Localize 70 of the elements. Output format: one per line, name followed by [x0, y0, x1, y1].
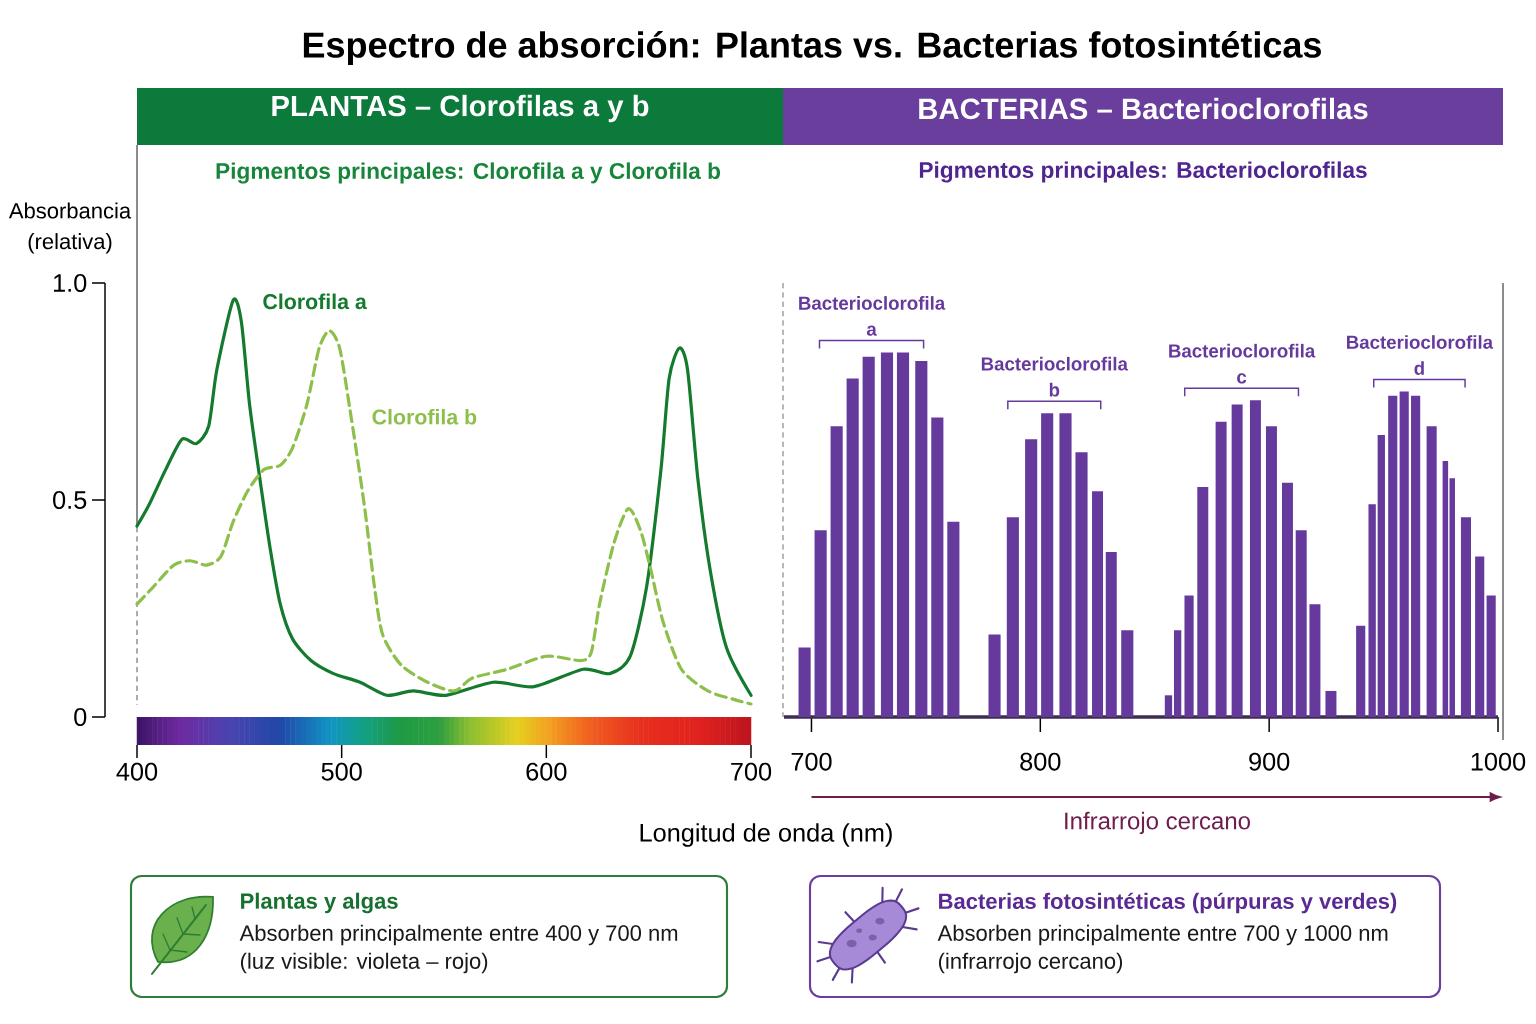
bar [1025, 439, 1038, 717]
series-label: Bacterioclorofila b [981, 356, 1129, 397]
bar [1399, 391, 1409, 717]
bar [1249, 400, 1261, 717]
x-tick-label: 900 [1249, 752, 1290, 771]
x-tick-label: 700 [791, 752, 832, 771]
bar [1006, 517, 1019, 717]
bar [1368, 504, 1376, 717]
bar [915, 361, 928, 717]
bar [1388, 395, 1398, 717]
bar [1231, 404, 1243, 717]
bar [880, 352, 894, 717]
bar [1460, 517, 1471, 717]
text: Absorben principalmente entre 700 y 1000 nm [937, 924, 1388, 946]
bar [1295, 530, 1307, 717]
x-tick-label: 1000 [1471, 752, 1526, 771]
series-label: Bacterioclorofila c [1169, 343, 1316, 384]
bar [846, 378, 859, 717]
bar [931, 417, 944, 717]
y-axis-title: Absorbancia (relativa) [8, 202, 132, 254]
bar [1356, 625, 1366, 717]
bar [1281, 482, 1293, 717]
chart-subtitle: Pigmentos principales: Clorofila a y Clorofila b [216, 162, 721, 184]
bar [1486, 595, 1496, 717]
bar [1215, 421, 1227, 717]
bar [1197, 486, 1209, 717]
bar [1059, 413, 1072, 717]
y-tick-label: 0.5 [53, 491, 87, 509]
x-tick-label: 600 [526, 762, 567, 781]
x-tick-label: 700 [731, 762, 772, 781]
series-label: Bacterioclorofila a [799, 296, 946, 336]
bar [988, 634, 1001, 717]
bar [896, 352, 910, 717]
text: Absorben principalmente entre 400 y 700 nm [239, 924, 678, 946]
bar [830, 426, 843, 717]
text: (infrarrojo cercano) [938, 952, 1123, 974]
text: Espectro de absorción: Plantas vs. Bacterias fotosintéticas [303, 31, 1321, 65]
bar [1121, 630, 1134, 717]
x-tick-label: 800 [1020, 752, 1061, 771]
y-tick-label: 0 [74, 708, 87, 726]
y-tick-label: 1.0 [54, 274, 87, 292]
bar [1411, 395, 1421, 717]
bar [1184, 595, 1194, 717]
x-axis-title: Longitud de onda (nm) [640, 823, 892, 847]
chart-title: PLANTAS – Clorofilas a y b [272, 94, 649, 123]
bar [1041, 413, 1054, 717]
bar [1475, 556, 1485, 717]
bar [1092, 491, 1104, 717]
bar [798, 647, 811, 717]
text: Infrarrojo cercano [1065, 811, 1250, 835]
bar [814, 530, 827, 717]
text: Bacterias fotosintéticas (púrpuras y verdes) [939, 892, 1397, 914]
x-tick-label: 400 [116, 762, 158, 781]
text: (luz visible: violeta – rojo) [240, 952, 488, 974]
bar [862, 356, 875, 717]
bar [1426, 426, 1437, 717]
series-label: Clorofila a [263, 293, 367, 310]
chart-title: BACTERIAS – Bacterioclorofilas [919, 97, 1368, 120]
text: Plantas y algas [241, 892, 398, 914]
bar [1309, 604, 1321, 717]
bar [947, 521, 960, 717]
bar [1265, 426, 1277, 717]
x-tick-label: 500 [321, 762, 362, 781]
bar [1325, 690, 1337, 717]
bar [1075, 452, 1088, 717]
series-label: Clorofila b [372, 408, 477, 425]
bar [1105, 552, 1117, 717]
text: Bacterioclorofila d [1347, 335, 1494, 375]
bar [1377, 434, 1385, 717]
chart-subtitle: Pigmentos principales: Bacterioclorofilas [919, 161, 1367, 183]
